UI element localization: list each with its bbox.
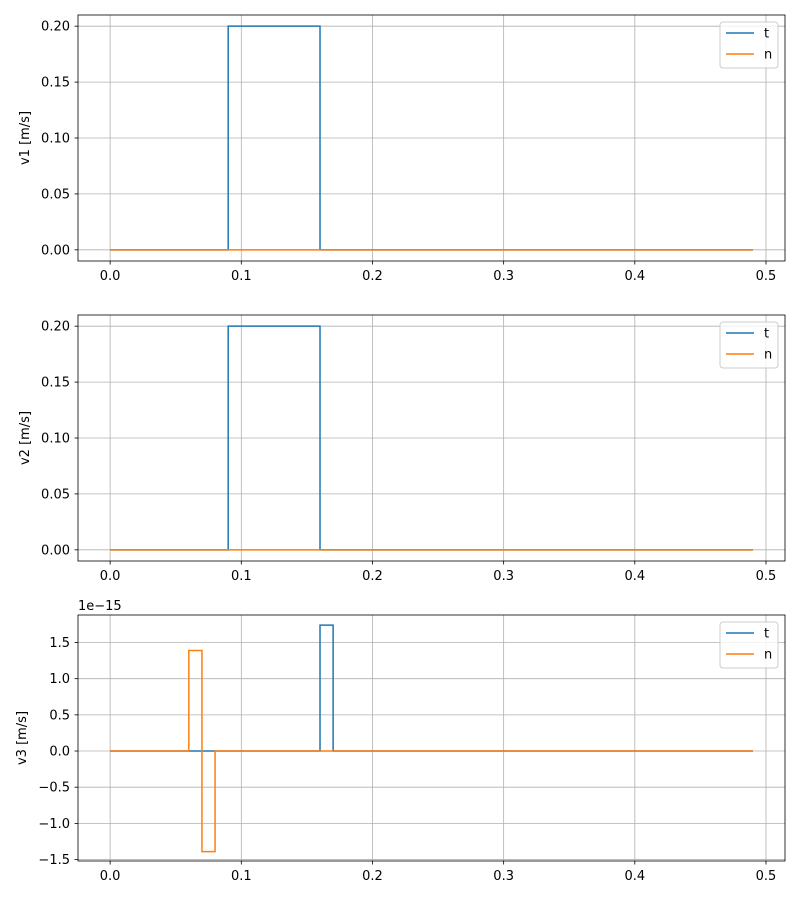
x-tick-label: 0.5 [756,869,777,884]
y-axis-label: v1 [m/s] [18,111,33,165]
series-line-n [110,649,753,853]
y-tick-label: 1.5 [49,636,70,651]
y-tick-label: 1.0 [49,672,70,687]
x-tick-label: 0.4 [624,569,645,584]
x-tick-label: 0.3 [493,869,514,884]
x-tick-label: 0.5 [756,269,777,284]
y-offset-text: 1e−15 [78,599,122,614]
axes-frame [77,614,786,862]
legend-label-n: n [764,648,772,663]
y-tick-label: 0.10 [41,432,70,447]
y-tick-label: 0.20 [41,20,70,35]
y-tick-label: 0.15 [41,76,70,91]
legend: tn [719,21,779,69]
y-tick-label: 0.20 [41,320,70,335]
legend: tn [719,321,779,369]
x-tick-label: 0.4 [624,269,645,284]
y-tick-label: 0.10 [41,132,70,147]
y-tick-label: 0.05 [41,187,70,202]
y-tick-label: 0.00 [41,243,70,258]
y-tick-label: 0.15 [41,376,70,391]
series-line-t [110,624,753,752]
y-tick-label: −1.0 [38,817,70,832]
y-axis-label: v3 [m/s] [15,711,30,765]
y-tick-label: 0.05 [41,487,70,502]
legend-label-t: t [764,327,769,342]
x-tick-label: 0.0 [100,269,121,284]
legend-label-t: t [764,627,769,642]
x-tick-label: 0.4 [624,869,645,884]
x-tick-label: 0.2 [362,269,383,284]
x-tick-label: 0.1 [231,269,252,284]
x-tick-label: 0.1 [231,569,252,584]
chart-panel-2: 0.0 0.1 0.2 0.3 0.4 0.5 0.00 0.05 0.10 0.15 0.20 v2… [18,314,786,584]
x-tick-label: 0.3 [493,569,514,584]
x-tick-label: 0.0 [100,569,121,584]
x-tick-label: 0.2 [362,869,383,884]
x-tick-label: 0.1 [231,869,252,884]
y-tick-label: 0.5 [49,708,70,723]
legend-label-t: t [764,27,769,42]
x-tick-label: 0.3 [493,269,514,284]
legend-label-n: n [764,348,772,363]
y-tick-label: −0.5 [38,781,70,796]
x-tick-label: 0.0 [100,869,121,884]
y-tick-label: 0.0 [49,745,70,760]
y-tick-label: 0.00 [41,543,70,558]
legend: tn [719,621,779,669]
y-tick-label: −1.5 [38,853,70,868]
y-axis-label: v2 [m/s] [18,411,33,465]
x-tick-label: 0.5 [756,569,777,584]
legend-label-n: n [764,48,772,63]
chart-panel-1: 0.0 0.1 0.2 0.3 0.4 0.5 0.00 0.05 0.10 0.15 0.20 v1… [18,14,786,284]
chart-panel-3: 0.0 0.1 0.2 0.3 0.4 0.5 −1.5 −1.0 −0.5 0.0 0.5 1.0 1… [15,599,786,884]
x-tick-label: 0.2 [362,569,383,584]
